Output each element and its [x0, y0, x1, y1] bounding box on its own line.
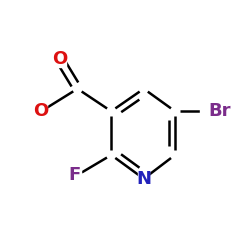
Bar	[54, 51, 66, 67]
Bar	[36, 103, 47, 119]
Text: F: F	[69, 166, 81, 184]
Bar	[69, 168, 80, 184]
Bar	[138, 171, 149, 187]
Text: N: N	[136, 170, 151, 188]
Bar	[200, 103, 218, 119]
Text: O: O	[34, 102, 49, 120]
Text: O: O	[52, 50, 68, 68]
Text: Br: Br	[209, 102, 231, 120]
